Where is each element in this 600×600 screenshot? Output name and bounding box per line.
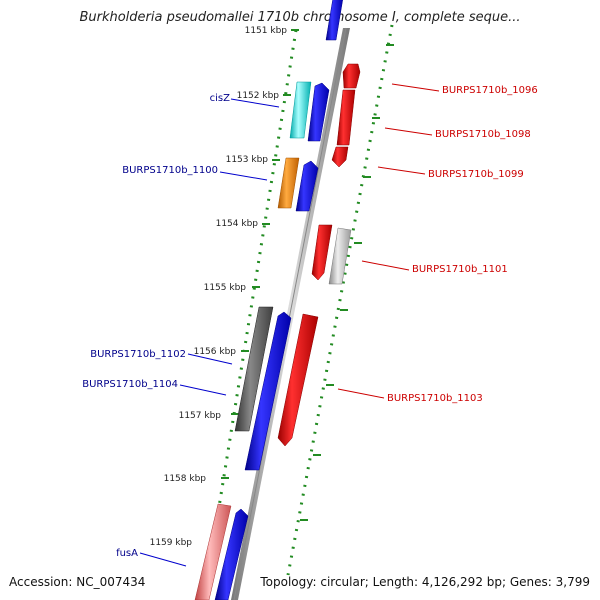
label-BURPS1710b_1102[interactable]: BURPS1710b_1102 <box>90 349 186 360</box>
gene-BURPS1710b_1101 <box>328 227 352 285</box>
topology-summary: Topology: circular; Length: 4,126,292 bp… <box>260 575 590 589</box>
leader-line <box>230 98 280 108</box>
leader-line <box>377 166 426 175</box>
leader-line <box>384 127 433 136</box>
tick-label: 1159 kbp <box>150 538 193 548</box>
label-fusA[interactable]: fusA <box>116 548 138 559</box>
gene-cisZ <box>289 81 312 139</box>
leader-line <box>391 83 440 92</box>
leader-line <box>179 384 227 396</box>
gene-BURPS1710b_1096 <box>342 63 361 89</box>
leader-line <box>139 552 187 567</box>
tick-label: 1158 kbp <box>164 474 207 484</box>
gene-arrow-blue <box>295 160 319 212</box>
tick-label: 1151 kbp <box>245 26 288 36</box>
label-cisZ[interactable]: cisZ <box>210 93 230 104</box>
map-title: Burkholderia pseudomallei 1710b chromoso… <box>79 10 521 25</box>
label-BURPS1710b_1101[interactable]: BURPS1710b_1101 <box>412 264 508 275</box>
label-BURPS1710b_1098[interactable]: BURPS1710b_1098 <box>435 129 531 140</box>
gene-BURPS1710b_1104 <box>244 311 292 471</box>
label-BURPS1710b_1104[interactable]: BURPS1710b_1104 <box>82 379 178 390</box>
gene-BURPS1710b_1100 <box>277 157 300 209</box>
leader-line <box>219 171 268 181</box>
leader-line <box>361 260 410 271</box>
leader-line <box>187 353 233 365</box>
outer-right-track <box>286 24 394 576</box>
label-BURPS1710b_1099[interactable]: BURPS1710b_1099 <box>428 169 524 180</box>
tick-label: 1152 kbp <box>237 91 280 101</box>
accession-text: Accession: NC_007434 <box>9 575 146 589</box>
gene-BURPS1710b_1103 <box>277 313 319 447</box>
tick-label: 1154 kbp <box>216 219 259 229</box>
gene-BURPS1710b_1099 <box>331 146 349 168</box>
tick-label: 1153 kbp <box>226 155 269 165</box>
label-BURPS1710b_1096[interactable]: BURPS1710b_1096 <box>442 85 538 96</box>
inner-left-track <box>202 29 298 600</box>
gene-arrow-red <box>311 224 333 281</box>
gene-arrow-blue <box>325 0 343 41</box>
tick-label: 1157 kbp <box>179 411 222 421</box>
leader-line <box>337 388 385 399</box>
tick-label: 1156 kbp <box>194 347 237 357</box>
gene-BURPS1710b_1098 <box>336 89 356 146</box>
tick-label: 1155 kbp <box>204 283 247 293</box>
gene-BURPS1710b_1102 <box>234 306 274 432</box>
gene-arrow-blue <box>214 508 249 600</box>
gene-arrow-blue <box>307 82 330 142</box>
gene-fusA <box>194 503 232 600</box>
label-BURPS1710b_1103[interactable]: BURPS1710b_1103 <box>387 393 483 404</box>
label-BURPS1710b_1100[interactable]: BURPS1710b_1100 <box>122 165 218 176</box>
